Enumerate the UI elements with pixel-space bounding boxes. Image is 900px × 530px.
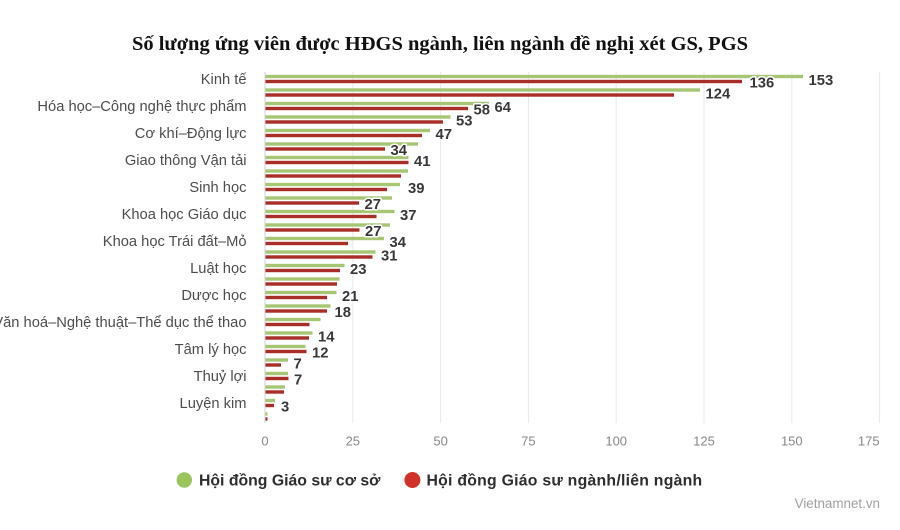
svg-text:34: 34 (391, 143, 408, 159)
svg-text:50: 50 (433, 434, 447, 449)
svg-text:Luật học: Luật học (190, 261, 246, 277)
svg-text:75: 75 (521, 434, 535, 449)
svg-text:21: 21 (342, 289, 358, 305)
svg-text:124: 124 (706, 87, 731, 103)
svg-text:125: 125 (693, 434, 715, 449)
svg-text:Số lượng ứng viên được HĐGS ng: Số lượng ứng viên được HĐGS ngành, liên … (132, 33, 748, 55)
svg-text:Luyện kim: Luyện kim (180, 396, 247, 412)
svg-text:58: 58 (474, 103, 490, 119)
svg-text:53: 53 (456, 114, 472, 130)
svg-text:0: 0 (261, 434, 268, 449)
svg-text:Giao thông Vận tải: Giao thông Vận tải (125, 153, 247, 169)
svg-text:39: 39 (408, 181, 424, 197)
svg-text:64: 64 (495, 100, 512, 116)
svg-text:7: 7 (294, 357, 302, 373)
svg-text:34: 34 (390, 235, 407, 251)
svg-text:136: 136 (750, 76, 775, 92)
svg-text:Hội đồng Giáo sư cơ sở: Hội đồng Giáo sư cơ sở (199, 473, 381, 490)
svg-text:31: 31 (381, 249, 397, 265)
svg-text:153: 153 (809, 73, 834, 89)
svg-text:27: 27 (365, 224, 381, 240)
svg-text:Sinh học: Sinh học (189, 180, 246, 196)
svg-text:37: 37 (400, 208, 416, 224)
svg-text:Tâm lý học: Tâm lý học (175, 342, 247, 358)
svg-text:41: 41 (414, 154, 430, 170)
svg-text:175: 175 (858, 434, 880, 449)
svg-text:Kinh tế: Kinh tế (201, 72, 247, 88)
svg-text:Cơ khí–Động lực: Cơ khí–Động lực (135, 126, 247, 142)
svg-text:Thuỷ lợi: Thuỷ lợi (194, 369, 247, 385)
svg-text:14: 14 (318, 330, 335, 346)
svg-text:Vietnamnet.vn: Vietnamnet.vn (795, 496, 880, 511)
svg-text:23: 23 (350, 262, 366, 278)
svg-text:7: 7 (294, 373, 302, 389)
svg-text:47: 47 (436, 127, 452, 143)
svg-text:Hóa học–Công nghệ thực phẩm: Hóa học–Công nghệ thực phẩm (37, 99, 246, 115)
svg-text:100: 100 (605, 434, 627, 449)
svg-text:Hội đồng Giáo sư ngành/liên ng: Hội đồng Giáo sư ngành/liên ngành (427, 473, 703, 490)
svg-text:Văn hoá–Nghệ thuật–Thể dục thể: Văn hoá–Nghệ thuật–Thể dục thể thao (0, 315, 247, 331)
svg-text:12: 12 (312, 346, 328, 362)
svg-text:Dược học: Dược học (181, 288, 246, 304)
svg-text:150: 150 (781, 434, 803, 449)
svg-text:Khoa học Giáo dục: Khoa học Giáo dục (122, 207, 247, 223)
svg-text:25: 25 (346, 434, 360, 449)
svg-text:3: 3 (281, 400, 289, 416)
svg-text:18: 18 (335, 305, 351, 321)
svg-text:Khoa học Trái đất–Mỏ: Khoa học Trái đất–Mỏ (103, 234, 247, 250)
svg-text:27: 27 (365, 197, 381, 213)
